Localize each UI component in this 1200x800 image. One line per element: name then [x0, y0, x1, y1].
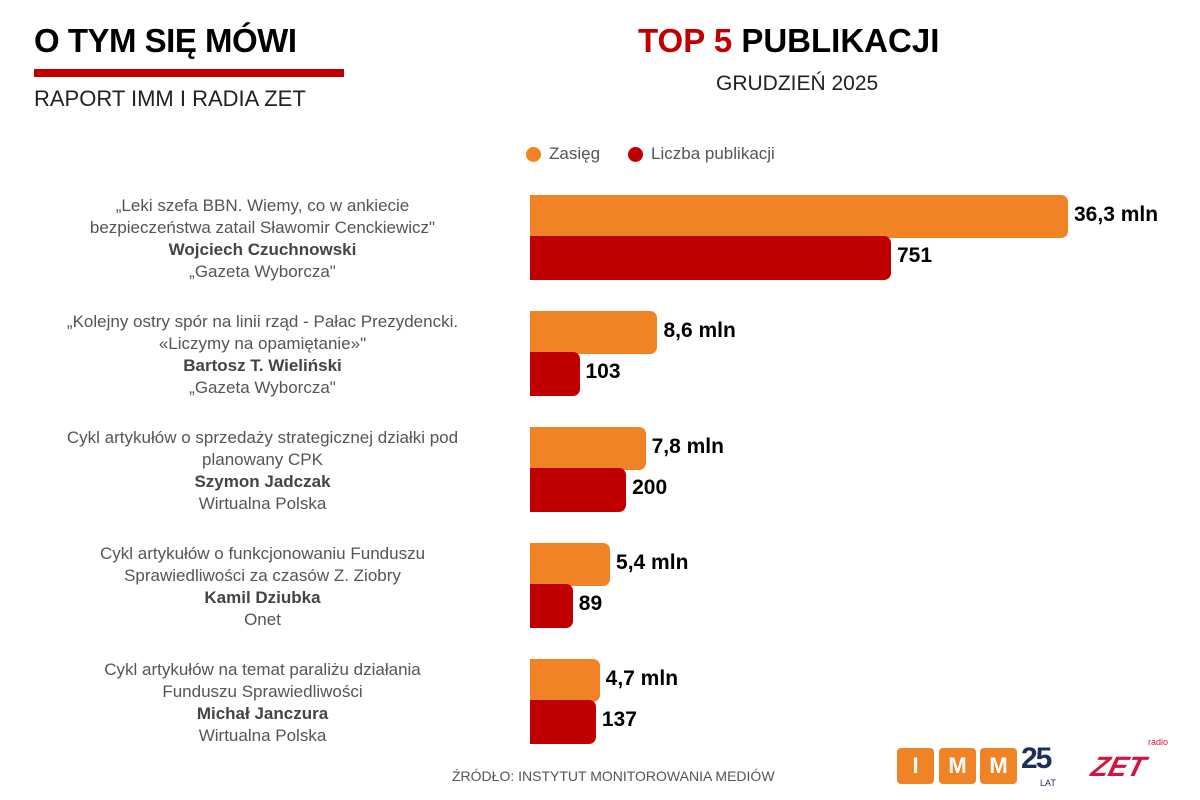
publication-title: Cykl artykułów na temat paraliżu działan…	[104, 660, 421, 679]
publication-title: „Leki szefa BBN. Wiemy, co w ankiecie	[115, 196, 410, 215]
legend-item-publications: Liczba publikacji	[628, 144, 775, 164]
imm-years-unit: LAT	[1040, 778, 1056, 788]
author-name: Kamil Dziubka	[204, 588, 321, 607]
bar-publications	[530, 236, 891, 280]
outlet: „Gazeta Wyborcza"	[189, 262, 336, 281]
author-name: Michał Janczura	[196, 704, 329, 723]
author-name: Bartosz T. Wieliński	[183, 356, 342, 375]
author: Bartosz T. Wieliński	[0, 355, 525, 377]
outlet: Onet	[244, 610, 281, 629]
brand-subtitle: RAPORT IMM I RADIA ZET	[34, 86, 306, 111]
publication-title: bezpieczeństwa zatail Sławomir Cenckiewi…	[89, 218, 436, 237]
data-label: 4,7 mln	[605, 667, 679, 690]
author: Szymon Jadczak	[0, 471, 525, 493]
data-label: 7,8 mln	[651, 435, 724, 458]
imm-letter: M	[939, 748, 976, 784]
publication-title: planowany CPK	[202, 450, 323, 469]
publication-title: Cykl artykułów o sprzedaży strategicznej…	[66, 428, 459, 447]
publication-title: Funduszu Sprawiedliwości	[162, 682, 363, 701]
legend-label: Zasięg	[549, 144, 601, 163]
data-label: 751	[897, 244, 933, 267]
brand-title: O TYM SIĘ MÓWI	[34, 22, 297, 59]
title-accent: TOP 5	[638, 22, 733, 59]
category-label: „Leki szefa BBN. Wiemy, co w ankiecie bez…	[0, 195, 525, 283]
outlet: „Gazeta Wyborcza"	[189, 378, 336, 397]
author-name: Wojciech Czuchnowski	[168, 240, 357, 259]
bar-reach	[530, 195, 1068, 238]
publication-title: «Liczymy na opamiętanie»"	[158, 334, 367, 353]
data-label: 89	[578, 592, 603, 615]
bar-publications	[530, 700, 596, 744]
bar-reach	[530, 543, 611, 586]
legend-item-reach: Zasięg	[526, 144, 600, 164]
legend-label: Liczba publikacji	[651, 144, 775, 163]
author: Wojciech Czuchnowski	[0, 239, 525, 261]
source-note: ŹRÓDŁO: INSTYTUT MONITOROWANIA MEDIÓW	[452, 768, 775, 784]
publication-title: Cykl artykułów o funkcjonowaniu Funduszu	[99, 544, 426, 563]
title-rest: PUBLIKACJI	[741, 22, 940, 59]
bar-reach	[530, 311, 658, 354]
data-label: 8,6 mln	[663, 319, 736, 342]
bar-reach	[530, 659, 600, 702]
chart-title: TOP 5 PUBLIKACJI	[600, 22, 1180, 60]
bar-publications	[530, 468, 627, 512]
imm-letter: M	[980, 748, 1017, 784]
chart-subtitle: GRUDZIEŃ 2025	[716, 72, 879, 95]
publication-title: „Kolejny ostry spór na linii rząd - Pała…	[66, 312, 459, 331]
category-label: Cykl artykułów o funkcjonowaniu Funduszu…	[0, 543, 525, 631]
author: Michał Janczura	[0, 703, 525, 725]
zet-wordmark: ZET	[1087, 751, 1150, 782]
publication-title: Sprawiedliwości za czasów Z. Ziobry	[124, 566, 401, 585]
outlet: Wirtualna Polska	[198, 726, 327, 745]
data-label: 200	[632, 476, 668, 499]
data-label: 36,3 mln	[1074, 203, 1159, 226]
zet-small: radio	[1148, 737, 1169, 747]
legend-dot-publications-icon	[628, 146, 644, 162]
data-label: 5,4 mln	[616, 551, 689, 574]
author: Kamil Dziubka	[0, 587, 525, 609]
author-name: Szymon Jadczak	[194, 472, 331, 491]
category-label: „Kolejny ostry spór na linii rząd - Pała…	[0, 311, 525, 399]
category-label: Cykl artykułów o sprzedaży strategicznej…	[0, 427, 525, 515]
legend-dot-reach-icon	[526, 146, 541, 162]
brand-divider	[34, 69, 344, 77]
bar-publications	[530, 352, 580, 396]
data-label: 137	[601, 708, 637, 731]
category-label: Cykl artykułów na temat paraliżu działan…	[0, 659, 525, 747]
bar-publications	[530, 584, 573, 628]
data-label: 103	[585, 360, 621, 383]
imm-years: 25	[1021, 742, 1052, 775]
outlet: Wirtualna Polska	[198, 494, 327, 513]
imm-letter: I	[897, 748, 934, 784]
bar-reach	[530, 427, 646, 470]
legend: Zasięg Liczba publikacji	[526, 144, 775, 164]
